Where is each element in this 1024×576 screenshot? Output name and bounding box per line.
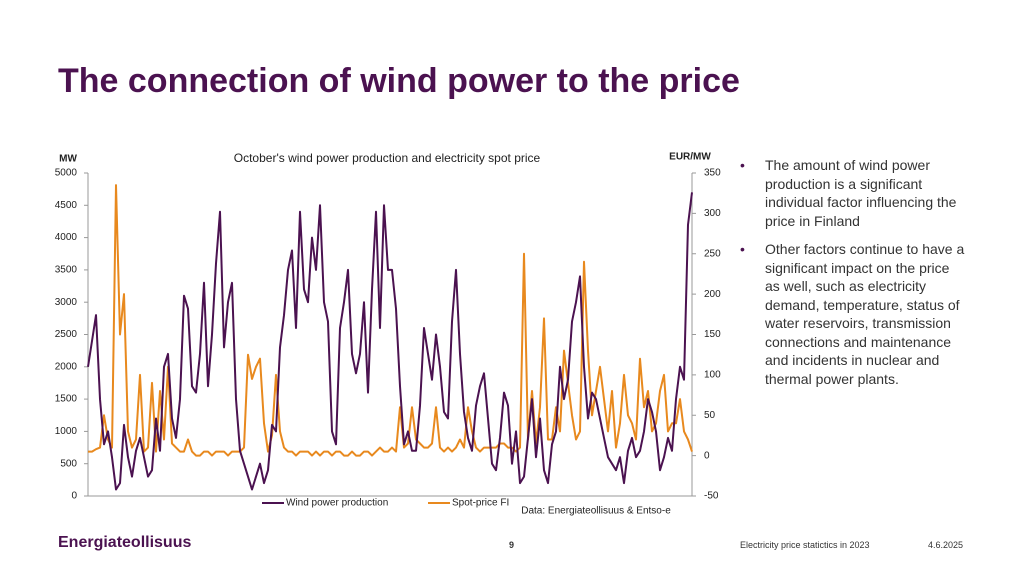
series-line: [88, 184, 693, 457]
y-tick-label: 5000: [55, 168, 78, 179]
y2-tick-label: 350: [704, 168, 721, 179]
bullet: Other factors continue to have a signifi…: [740, 240, 965, 388]
bullet-list: The amount of wind power production is a…: [740, 156, 965, 398]
y2-axis-label: EUR/MW: [669, 152, 711, 163]
y-tick-label: 1000: [55, 426, 78, 437]
y2-tick-label: 150: [704, 329, 721, 340]
slide-title: The connection of wind power to the pric…: [58, 62, 740, 100]
y-tick-label: 3500: [55, 265, 78, 276]
logo: Energiateollisuus: [58, 534, 192, 551]
series-line: [87, 192, 693, 491]
footer-text: Electricity price statictics in 2023: [740, 540, 870, 550]
y2-tick-label: 300: [704, 208, 721, 219]
y-tick-label: 4500: [55, 200, 78, 211]
y2-tick-label: -50: [704, 491, 719, 502]
y-tick-label: 1500: [55, 394, 78, 405]
legend-label: Spot-price FI: [452, 498, 509, 509]
y2-tick-label: 0: [704, 450, 710, 461]
y-tick-label: 4000: [55, 232, 78, 243]
y-tick-label: 0: [71, 491, 77, 502]
chart-title: October's wind power production and elec…: [234, 151, 541, 165]
y2-tick-label: 50: [704, 410, 716, 421]
y2-tick-label: 100: [704, 370, 721, 381]
y-tick-label: 500: [60, 458, 77, 469]
legend-label: Wind power production: [286, 498, 388, 509]
y-tick-label: 3000: [55, 297, 78, 308]
chart: October's wind power production and elec…: [55, 151, 721, 517]
y2-tick-label: 200: [704, 289, 721, 300]
bullet: The amount of wind power production is a…: [740, 156, 965, 230]
y-axis-label: MW: [59, 154, 77, 165]
footer-date: 4.6.2025: [928, 540, 964, 550]
y-tick-label: 2000: [55, 361, 78, 372]
y-tick-label: 2500: [55, 329, 78, 340]
page-number: 9: [509, 540, 515, 550]
source-note: Data: Energiateollisuus & Entso-e: [521, 506, 671, 517]
y2-tick-label: 250: [704, 248, 721, 259]
